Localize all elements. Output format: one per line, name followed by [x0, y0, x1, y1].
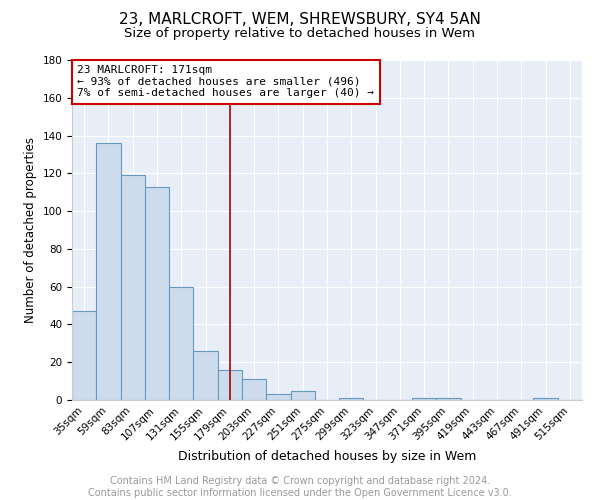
Bar: [169, 286, 193, 400]
Text: Size of property relative to detached houses in Wem: Size of property relative to detached ho…: [125, 28, 476, 40]
Text: Contains HM Land Registry data © Crown copyright and database right 2024.
Contai: Contains HM Land Registry data © Crown c…: [88, 476, 512, 498]
X-axis label: Distribution of detached houses by size in Wem: Distribution of detached houses by size …: [178, 450, 476, 463]
Bar: [266, 394, 290, 400]
Bar: [533, 398, 558, 400]
Bar: [96, 143, 121, 400]
Bar: [121, 175, 145, 400]
Bar: [242, 379, 266, 400]
Bar: [436, 398, 461, 400]
Y-axis label: Number of detached properties: Number of detached properties: [24, 137, 37, 323]
Bar: [145, 186, 169, 400]
Bar: [339, 398, 364, 400]
Bar: [412, 398, 436, 400]
Bar: [218, 370, 242, 400]
Bar: [290, 390, 315, 400]
Text: 23, MARLCROFT, WEM, SHREWSBURY, SY4 5AN: 23, MARLCROFT, WEM, SHREWSBURY, SY4 5AN: [119, 12, 481, 28]
Bar: [72, 311, 96, 400]
Text: 23 MARLCROFT: 171sqm
← 93% of detached houses are smaller (496)
7% of semi-detac: 23 MARLCROFT: 171sqm ← 93% of detached h…: [77, 65, 374, 98]
Bar: [193, 351, 218, 400]
